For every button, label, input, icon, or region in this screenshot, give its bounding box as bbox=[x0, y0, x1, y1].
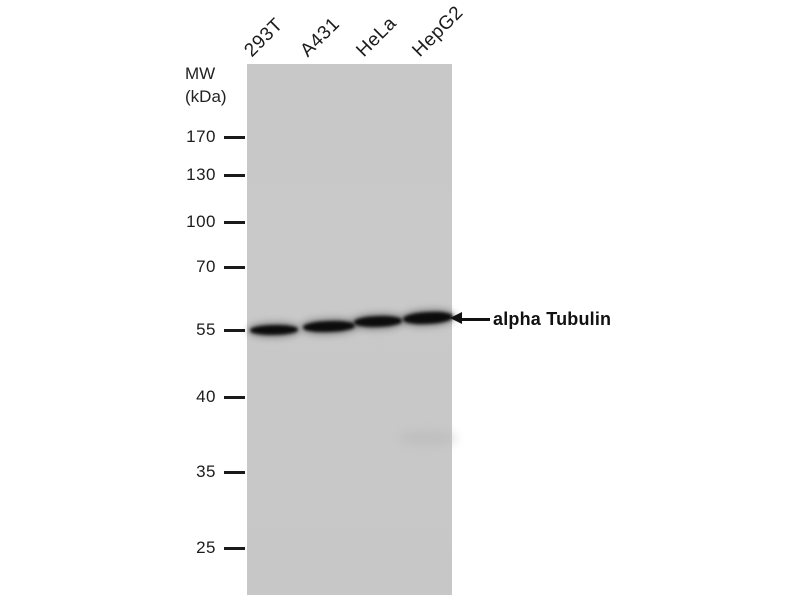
mw-tick bbox=[224, 546, 245, 550]
mw-marker-label: 25 bbox=[196, 538, 216, 557]
mw-tick bbox=[224, 470, 245, 474]
left-arrow-icon bbox=[450, 312, 462, 324]
mw-marker-25: 25 bbox=[150, 537, 246, 559]
mw-marker-label: 170 bbox=[186, 127, 216, 146]
mw-marker-40: 40 bbox=[150, 386, 246, 408]
mw-marker-35: 35 bbox=[150, 461, 246, 483]
mw-axis-label: MW (kDa) bbox=[185, 62, 227, 108]
mw-tick bbox=[224, 265, 245, 269]
mw-marker-label: 130 bbox=[186, 165, 216, 184]
mw-marker-label: 40 bbox=[196, 387, 216, 406]
mw-label-line2: (kDa) bbox=[185, 87, 227, 106]
mw-marker-label: 70 bbox=[196, 257, 216, 276]
mw-marker-label: 35 bbox=[196, 462, 216, 481]
lane-label-293t: 293T bbox=[240, 14, 288, 62]
left-arrow-shaft bbox=[460, 318, 490, 321]
mw-marker-label: 55 bbox=[196, 320, 216, 339]
mw-marker-55: 55 bbox=[150, 319, 246, 341]
lane-label-hepg2: HepG2 bbox=[408, 2, 468, 62]
gel-smudge-artifact bbox=[398, 430, 456, 446]
lane-label-a431: A431 bbox=[296, 13, 345, 62]
mw-tick bbox=[224, 395, 245, 399]
band-annotation-label: alpha Tubulin bbox=[493, 309, 612, 329]
mw-marker-170: 170 bbox=[150, 126, 246, 148]
mw-tick bbox=[224, 220, 245, 224]
mw-tick bbox=[224, 173, 245, 177]
mw-marker-label: 100 bbox=[186, 212, 216, 231]
mw-label-line1: MW bbox=[185, 64, 216, 83]
mw-marker-130: 130 bbox=[150, 164, 246, 186]
mw-tick bbox=[224, 135, 245, 139]
mw-marker-100: 100 bbox=[150, 211, 246, 233]
lane-label-hela: HeLa bbox=[352, 12, 401, 62]
mw-tick bbox=[224, 328, 245, 332]
mw-marker-70: 70 bbox=[150, 256, 246, 278]
